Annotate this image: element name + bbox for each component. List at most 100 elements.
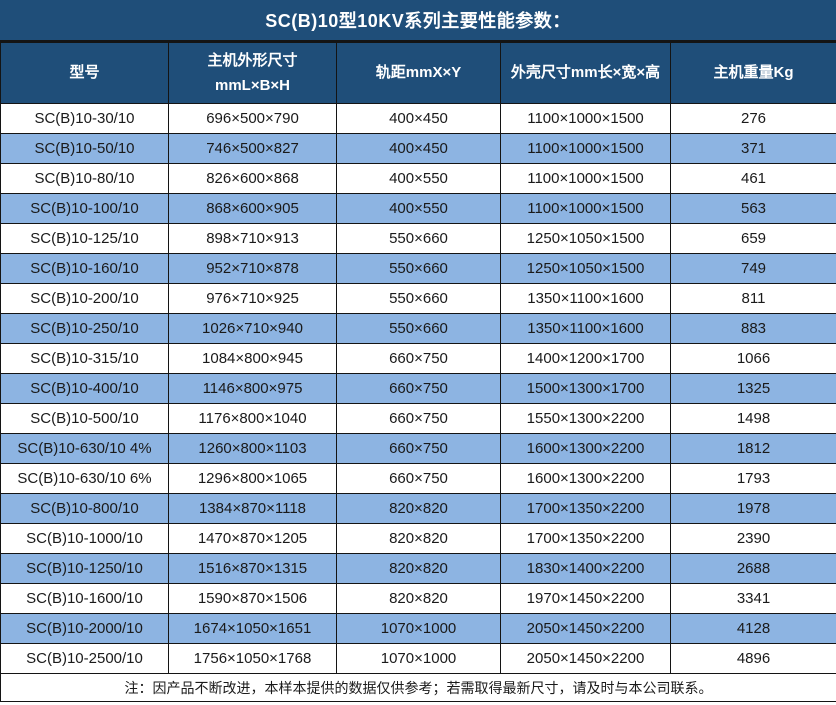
cell-shell-size: 1100×1000×1500 xyxy=(500,133,671,164)
table-row: SC(B)10-80/10 826×600×868 400×550 1100×1000… xyxy=(0,163,836,194)
cell-shell-size: 1350×1100×1600 xyxy=(500,313,671,344)
cell-shell-size: 2050×1450×2200 xyxy=(500,613,671,644)
cell-dimensions: 696×500×790 xyxy=(168,103,337,134)
column-header-label: 外壳尺寸mm长×宽×高 xyxy=(510,64,661,82)
table-row: SC(B)10-125/10 898×710×913 550×660 1250×105… xyxy=(0,223,836,254)
cell-weight: 1793 xyxy=(670,463,836,494)
cell-weight: 2390 xyxy=(670,523,836,554)
cell-shell-size: 1250×1050×1500 xyxy=(500,223,671,254)
cell-weight: 883 xyxy=(670,313,836,344)
cell-shell-size: 2050×1450×2200 xyxy=(500,643,671,674)
cell-shell-size: 1350×1100×1600 xyxy=(500,283,671,314)
table-row: SC(B)10-200/10 976×710×925 550×660 1350×110… xyxy=(0,283,836,314)
table-row: SC(B)10-630/10 6% 1296×800×1065 660×750 160… xyxy=(0,463,836,494)
cell-model: SC(B)10-160/10 xyxy=(0,253,169,284)
table-row: SC(B)10-1600/10 1590×870×1506 820×820 1970×… xyxy=(0,583,836,614)
column-header-dimensions: 主机外形尺寸 mmL×B×H xyxy=(168,42,337,104)
cell-shell-size: 1400×1200×1700 xyxy=(500,343,671,374)
page-title: SC(B)10型10KV系列主要性能参数： xyxy=(0,0,836,42)
cell-gauge: 820×820 xyxy=(336,493,501,524)
cell-gauge: 1070×1000 xyxy=(336,613,501,644)
cell-weight: 1066 xyxy=(670,343,836,374)
column-header-label: 主机外形尺寸 xyxy=(207,51,298,69)
cell-model: SC(B)10-100/10 xyxy=(0,193,169,224)
cell-dimensions: 976×710×925 xyxy=(168,283,337,314)
column-header-weight: 主机重量Kg xyxy=(670,42,836,104)
cell-gauge: 550×660 xyxy=(336,223,501,254)
cell-model: SC(B)10-80/10 xyxy=(0,163,169,194)
cell-model: SC(B)10-50/10 xyxy=(0,133,169,164)
cell-shell-size: 1100×1000×1500 xyxy=(500,163,671,194)
cell-shell-size: 1700×1350×2200 xyxy=(500,523,671,554)
cell-shell-size: 1100×1000×1500 xyxy=(500,103,671,134)
cell-gauge: 820×820 xyxy=(336,523,501,554)
cell-gauge: 1070×1000 xyxy=(336,643,501,674)
cell-gauge: 400×550 xyxy=(336,163,501,194)
cell-model: SC(B)10-500/10 xyxy=(0,403,169,434)
cell-model: SC(B)10-400/10 xyxy=(0,373,169,404)
cell-shell-size: 1550×1300×2200 xyxy=(500,403,671,434)
cell-dimensions: 746×500×827 xyxy=(168,133,337,164)
table-row: SC(B)10-50/10 746×500×827 400×450 1100×1000… xyxy=(0,133,836,164)
table-row: SC(B)10-1250/10 1516×870×1315 820×820 1830×… xyxy=(0,553,836,584)
cell-dimensions: 826×600×868 xyxy=(168,163,337,194)
table-row: SC(B)10-630/10 4% 1260×800×1103 660×750 160… xyxy=(0,433,836,464)
cell-dimensions: 1384×870×1118 xyxy=(168,493,337,524)
cell-dimensions: 1084×800×945 xyxy=(168,343,337,374)
cell-shell-size: 1970×1450×2200 xyxy=(500,583,671,614)
cell-weight: 461 xyxy=(670,163,836,194)
cell-model: SC(B)10-800/10 xyxy=(0,493,169,524)
cell-dimensions: 1756×1050×1768 xyxy=(168,643,337,674)
cell-model: SC(B)10-125/10 xyxy=(0,223,169,254)
cell-dimensions: 1176×800×1040 xyxy=(168,403,337,434)
cell-gauge: 660×750 xyxy=(336,433,501,464)
cell-model: SC(B)10-200/10 xyxy=(0,283,169,314)
table-header: 型号 主机外形尺寸 mmL×B×H 轨距mmX×Y 外壳尺寸mm长×宽×高 主机… xyxy=(0,42,836,104)
table-row: SC(B)10-160/10 952×710×878 550×660 1250×105… xyxy=(0,253,836,284)
column-header-model: 型号 xyxy=(0,42,169,104)
cell-shell-size: 1600×1300×2200 xyxy=(500,463,671,494)
cell-weight: 563 xyxy=(670,193,836,224)
spec-table: 型号 主机外形尺寸 mmL×B×H 轨距mmX×Y 外壳尺寸mm长×宽×高 主机… xyxy=(0,42,836,702)
cell-model: SC(B)10-30/10 xyxy=(0,103,169,134)
cell-weight: 371 xyxy=(670,133,836,164)
cell-weight: 2688 xyxy=(670,553,836,584)
cell-dimensions: 898×710×913 xyxy=(168,223,337,254)
cell-gauge: 400×450 xyxy=(336,133,501,164)
table-row: SC(B)10-2000/10 1674×1050×1651 1070×1000 20… xyxy=(0,613,836,644)
cell-dimensions: 1026×710×940 xyxy=(168,313,337,344)
table-row: SC(B)10-315/10 1084×800×945 660×750 1400×12… xyxy=(0,343,836,374)
column-header-sublabel: mmL×B×H xyxy=(214,77,291,94)
cell-model: SC(B)10-1000/10 xyxy=(0,523,169,554)
table-row: SC(B)10-100/10 868×600×905 400×550 1100×100… xyxy=(0,193,836,224)
cell-gauge: 820×820 xyxy=(336,583,501,614)
cell-dimensions: 868×600×905 xyxy=(168,193,337,224)
cell-shell-size: 1500×1300×1700 xyxy=(500,373,671,404)
cell-gauge: 660×750 xyxy=(336,403,501,434)
table-row: SC(B)10-800/10 1384×870×1118 820×820 1700×1… xyxy=(0,493,836,524)
cell-dimensions: 952×710×878 xyxy=(168,253,337,284)
cell-weight: 659 xyxy=(670,223,836,254)
cell-gauge: 400×450 xyxy=(336,103,501,134)
cell-weight: 1498 xyxy=(670,403,836,434)
cell-dimensions: 1146×800×975 xyxy=(168,373,337,404)
table-row: SC(B)10-1000/10 1470×870×1205 820×820 1700×… xyxy=(0,523,836,554)
cell-gauge: 550×660 xyxy=(336,313,501,344)
cell-shell-size: 1830×1400×2200 xyxy=(500,553,671,584)
cell-gauge: 820×820 xyxy=(336,553,501,584)
cell-dimensions: 1260×800×1103 xyxy=(168,433,337,464)
header-row: 型号 主机外形尺寸 mmL×B×H 轨距mmX×Y 外壳尺寸mm长×宽×高 主机… xyxy=(0,42,836,104)
cell-dimensions: 1516×870×1315 xyxy=(168,553,337,584)
cell-dimensions: 1590×870×1506 xyxy=(168,583,337,614)
column-header-label: 主机重量Kg xyxy=(713,64,794,82)
cell-weight: 3341 xyxy=(670,583,836,614)
cell-dimensions: 1674×1050×1651 xyxy=(168,613,337,644)
cell-weight: 4896 xyxy=(670,643,836,674)
cell-shell-size: 1600×1300×2200 xyxy=(500,433,671,464)
table-row: SC(B)10-250/10 1026×710×940 550×660 1350×11… xyxy=(0,313,836,344)
cell-model: SC(B)10-1250/10 xyxy=(0,553,169,584)
cell-weight: 811 xyxy=(670,283,836,314)
cell-model: SC(B)10-1600/10 xyxy=(0,583,169,614)
cell-model: SC(B)10-2500/10 xyxy=(0,643,169,674)
